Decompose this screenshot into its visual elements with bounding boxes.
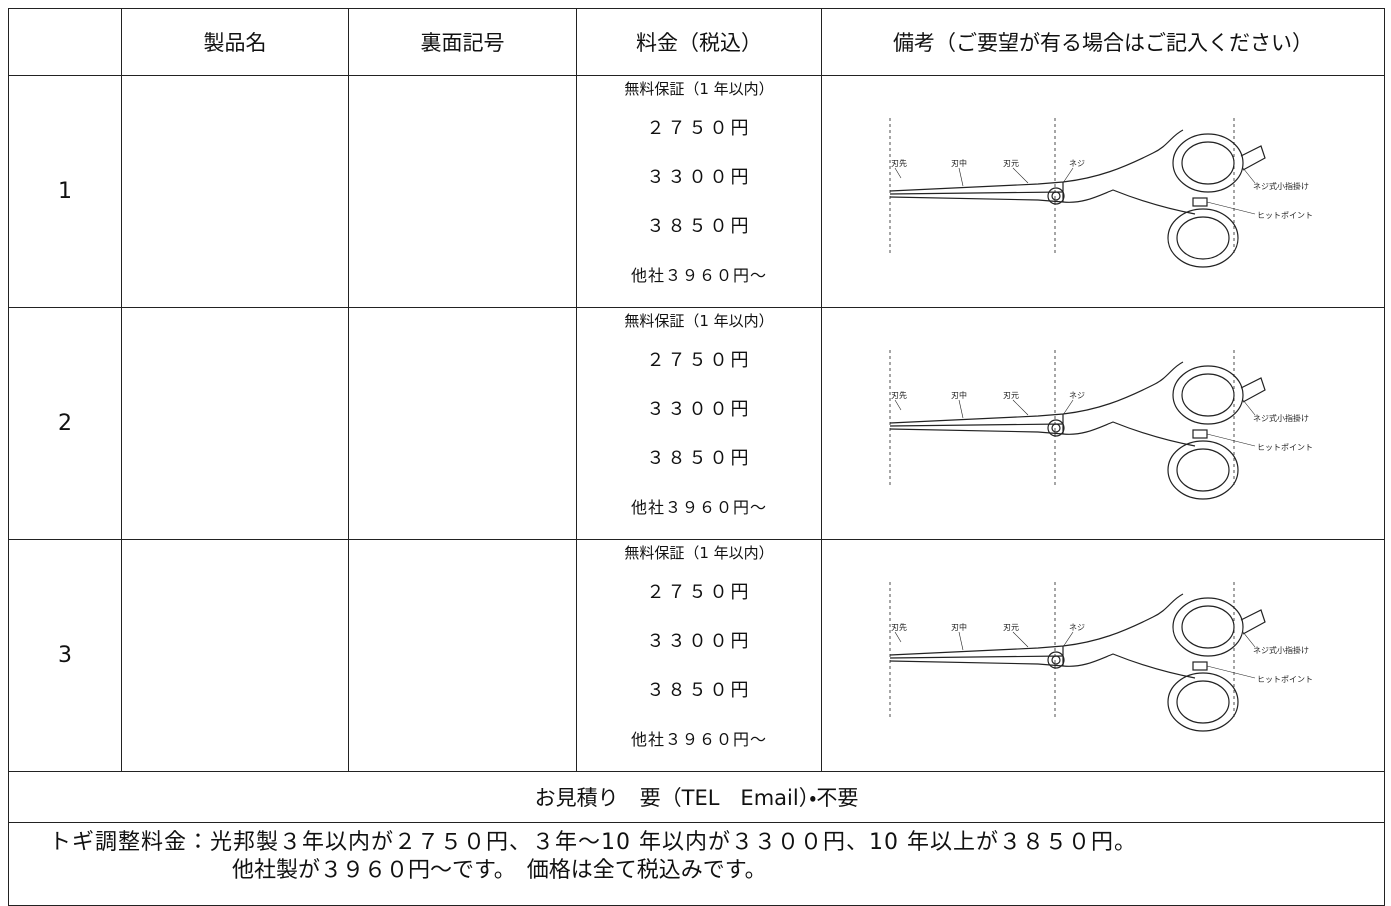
estimate-row: お見積り 要（TEL Email）・不要 bbox=[8, 771, 1385, 823]
remarks-cell: 刃先 刃中 刃元 ネジ ネジ式小指掛け ヒットポイント bbox=[821, 75, 1385, 308]
header-cell: 製品名 bbox=[121, 8, 349, 76]
diagram-label: ネジ式小指掛け bbox=[1253, 181, 1309, 191]
scissors-diagram: 刃先 刃中 刃元 ネジ ネジ式小指掛け ヒットポイント bbox=[889, 349, 1313, 500]
price-line: ２７５０円 bbox=[646, 118, 752, 139]
remarks-cell: 刃先 刃中 刃元 ネジ ネジ式小指掛け ヒットポイント bbox=[821, 307, 1385, 540]
table-body: 製品名 裏面記号 料金（税込） 備考（ご要望が有る場合はご記入ください） 1 無料… bbox=[8, 8, 1385, 906]
price-line: 無料保証（1 年以内） bbox=[624, 312, 774, 330]
price-line: ３３００円 bbox=[646, 167, 752, 188]
diagram-label: ネジ bbox=[1069, 391, 1085, 400]
diagram-label: ヒットポイント bbox=[1257, 443, 1313, 452]
row-number: 1 bbox=[8, 75, 122, 308]
price-line: ３８５０円 bbox=[646, 680, 752, 701]
scissors-diagram: 刃先 刃中 刃元 ネジ ネジ式小指掛け ヒットポイント bbox=[889, 581, 1313, 732]
row-number: 2 bbox=[8, 307, 122, 540]
estimate-cell: お見積り 要（TEL Email）・不要 bbox=[8, 771, 1385, 823]
order-table: 製品名 裏面記号 料金（税込） 備考（ご要望が有る場合はご記入ください） 1 無料… bbox=[8, 8, 1385, 906]
price-line: ３３００円 bbox=[646, 399, 752, 420]
footer-line: 他社製が３９６０円〜です。 価格は全て税込みです。 bbox=[232, 858, 767, 883]
price-cell: 無料保証（1 年以内） ２７５０円 ３３００円 ３８５０円他社３９６０円〜 bbox=[576, 539, 822, 772]
price-line: 他社３９６０円〜 bbox=[630, 730, 767, 749]
diagram-label: ネジ bbox=[1069, 623, 1085, 632]
diagram-label: 刃先 bbox=[891, 158, 907, 168]
diagram-labels: 刃先 刃中 刃元 ネジ ネジ式小指掛け ヒットポイント bbox=[891, 158, 1313, 220]
diagram-label: 刃中 bbox=[951, 390, 967, 400]
back-code-cell bbox=[348, 307, 577, 540]
product-row: 1 無料保証（1 年以内） ２７５０円 ３３００円 ３８５０円他社３９６０円〜 刃先 刃… bbox=[8, 75, 1385, 308]
header-cell: 料金（税込） bbox=[576, 8, 822, 76]
price-line: 他社３９６０円〜 bbox=[630, 498, 767, 517]
diagram-label: ネジ bbox=[1069, 159, 1085, 168]
footer-row: トギ調整料金：光邦製３年以内が２７５０円、３年〜10 年以内が３３００円、10 … bbox=[8, 822, 1385, 906]
diagram-label: 刃中 bbox=[951, 158, 967, 168]
diagram-label: 刃元 bbox=[1003, 159, 1019, 168]
back-code-cell bbox=[348, 75, 577, 308]
header-row: 製品名 裏面記号 料金（税込） 備考（ご要望が有る場合はご記入ください） bbox=[8, 8, 1385, 76]
diagram-label: 刃中 bbox=[951, 622, 967, 632]
diagram-label: ヒットポイント bbox=[1257, 675, 1313, 684]
diagram-label: 刃先 bbox=[891, 622, 907, 632]
scissors-diagram: 刃先 刃中 刃元 ネジ ネジ式小指掛け ヒットポイント bbox=[889, 117, 1313, 268]
back-code-cell bbox=[348, 539, 577, 772]
diagram-labels: 刃先 刃中 刃元 ネジ ネジ式小指掛け ヒットポイント bbox=[891, 622, 1313, 684]
diagram-label: ヒットポイント bbox=[1257, 211, 1313, 220]
product-row: 2 無料保証（1 年以内） ２７５０円 ３３００円 ３８５０円他社３９６０円〜 刃先 刃… bbox=[8, 307, 1385, 540]
diagram-label: ネジ式小指掛け bbox=[1253, 413, 1309, 423]
header-cell: 裏面記号 bbox=[348, 8, 577, 76]
price-line: 無料保証（1 年以内） bbox=[624, 544, 774, 562]
header-cell: 備考（ご要望が有る場合はご記入ください） bbox=[821, 8, 1385, 76]
price-line: ３８５０円 bbox=[646, 216, 752, 237]
price-cell: 無料保証（1 年以内） ２７５０円 ３３００円 ３８５０円他社３９６０円〜 bbox=[576, 75, 822, 308]
product-name-cell bbox=[121, 75, 349, 308]
remarks-cell: 刃先 刃中 刃元 ネジ ネジ式小指掛け ヒットポイント bbox=[821, 539, 1385, 772]
price-line: ２７５０円 bbox=[646, 350, 752, 371]
diagram-label: 刃元 bbox=[1003, 623, 1019, 632]
product-name-cell bbox=[121, 307, 349, 540]
footer-cell: トギ調整料金：光邦製３年以内が２７５０円、３年〜10 年以内が３３００円、10 … bbox=[8, 822, 1385, 906]
diagram-label: 刃元 bbox=[1003, 391, 1019, 400]
product-row: 3 無料保証（1 年以内） ２７５０円 ３３００円 ３８５０円他社３９６０円〜 刃先 刃… bbox=[8, 539, 1385, 772]
price-line: ３８５０円 bbox=[646, 448, 752, 469]
row-number: 3 bbox=[8, 539, 122, 772]
diagram-labels: 刃先 刃中 刃元 ネジ ネジ式小指掛け ヒットポイント bbox=[891, 390, 1313, 452]
price-line: 他社３９６０円〜 bbox=[630, 266, 767, 285]
header-cell bbox=[8, 8, 122, 76]
diagram-label: ネジ式小指掛け bbox=[1253, 645, 1309, 655]
price-line: ２７５０円 bbox=[646, 582, 752, 603]
product-name-cell bbox=[121, 539, 349, 772]
price-line: 無料保証（1 年以内） bbox=[624, 80, 774, 98]
price-line: ３３００円 bbox=[646, 631, 752, 652]
price-cell: 無料保証（1 年以内） ２７５０円 ３３００円 ３８５０円他社３９６０円〜 bbox=[576, 307, 822, 540]
diagram-label: 刃先 bbox=[891, 390, 907, 400]
footer-line: トギ調整料金：光邦製３年以内が２７５０円、３年〜10 年以内が３３００円、10 … bbox=[49, 830, 1137, 855]
